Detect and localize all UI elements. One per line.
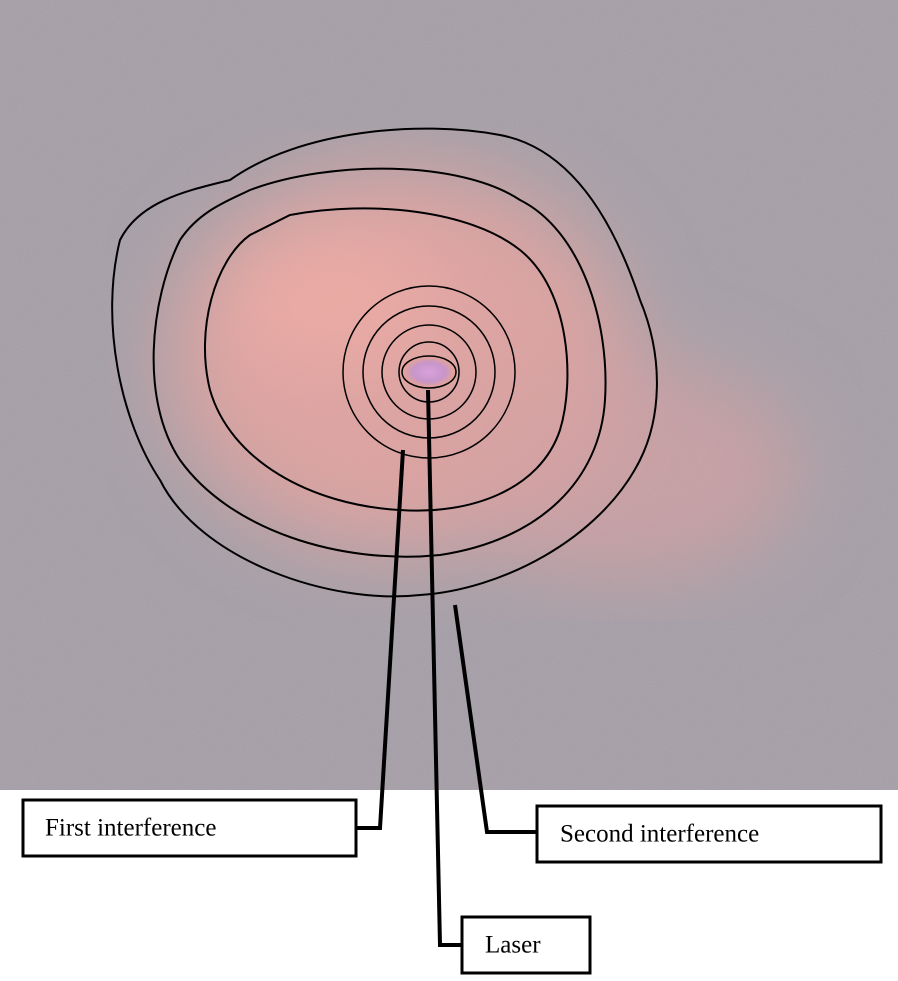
photo — [0, 0, 898, 790]
label-laser: Laser — [462, 917, 590, 973]
label-first: First interference — [23, 800, 356, 856]
label-second: Second interference — [537, 806, 881, 862]
page: First interference Second interference L… — [0, 0, 898, 976]
label-text: First interference — [45, 815, 216, 842]
label-text: Second interference — [560, 821, 759, 848]
figure: First interference Second interference L… — [0, 0, 898, 976]
laser-spot — [402, 356, 456, 388]
label-text: Laser — [485, 932, 541, 959]
